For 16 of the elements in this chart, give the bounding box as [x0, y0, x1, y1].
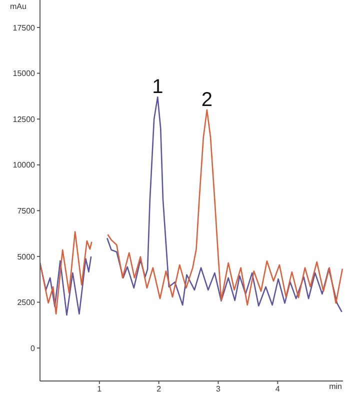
- y-tick-label: 12500: [12, 114, 36, 124]
- x-tick-label: 1: [97, 384, 102, 394]
- y-tick-label: 7500: [17, 206, 36, 216]
- y-tick-label: 0: [30, 344, 36, 353]
- y-tick-label: 15000: [12, 69, 36, 78]
- y-tick-label: 2500: [17, 298, 36, 308]
- x-axis-title: min: [329, 382, 342, 391]
- y-tick-label: 10000: [12, 160, 36, 170]
- y-tick-label: 17500: [12, 23, 36, 32]
- y-tick-label: 5000: [17, 252, 36, 262]
- x-tick-label: 3: [216, 384, 222, 394]
- annotation: 2: [201, 88, 213, 111]
- x-tick-label: 4: [275, 384, 280, 394]
- annotation: 1: [152, 76, 164, 98]
- x-tick-label: 2: [156, 384, 162, 394]
- y-axis-title: mAu: [10, 2, 26, 11]
